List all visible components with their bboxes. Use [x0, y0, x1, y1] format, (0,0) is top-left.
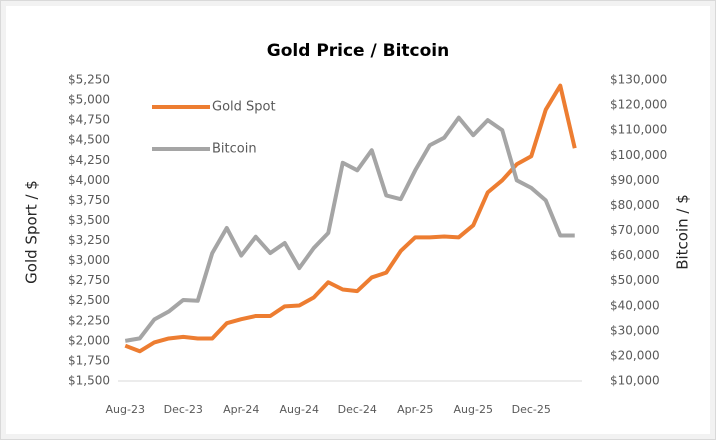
x-tick-label: Dec-24 — [338, 403, 377, 416]
x-tick-label: Dec-23 — [164, 403, 203, 416]
legend-label: Bitcoin — [212, 142, 257, 157]
y2-tick-label: $20,000 — [610, 348, 660, 362]
y-axis-title: Gold Sport / $ — [23, 180, 41, 284]
x-tick-label: Apr-25 — [397, 403, 433, 416]
y-tick-label: $2,500 — [68, 293, 110, 307]
y2-axis-title: Bitcoin / $ — [674, 194, 692, 270]
series-line — [124, 83, 577, 354]
y-tick-label: $3,750 — [68, 193, 110, 207]
x-tick-label: Apr-24 — [223, 403, 259, 416]
x-tick-label: Dec-25 — [512, 403, 551, 416]
y-tick-label: $4,750 — [68, 113, 110, 127]
y-tick-label: $3,000 — [68, 253, 110, 267]
y-tick-label: $2,750 — [68, 273, 110, 287]
y2-tick-label: $70,000 — [610, 223, 660, 237]
y2-tick-label: $90,000 — [610, 173, 660, 187]
y2-tick-label: $10,000 — [610, 374, 660, 388]
series-line — [124, 115, 575, 343]
y2-tick-label: $60,000 — [610, 248, 660, 262]
y2-tick-label: $110,000 — [610, 123, 667, 137]
y-tick-label: $1,750 — [68, 353, 110, 367]
y-tick-label: $4,500 — [68, 133, 110, 147]
x-tick-label: Aug-24 — [280, 403, 319, 416]
plot-background — [6, 6, 710, 434]
y-tick-label: $5,000 — [68, 93, 110, 107]
y2-tick-label: $100,000 — [610, 148, 667, 162]
y2-tick-label: $40,000 — [610, 298, 660, 312]
y-tick-label: $3,500 — [68, 213, 110, 227]
y2-tick-label: $80,000 — [610, 198, 660, 212]
y-tick-label: $1,500 — [68, 374, 110, 388]
x-tick-label: Aug-25 — [454, 403, 493, 416]
y-tick-label: $2,000 — [68, 333, 110, 347]
y-tick-label: $2,250 — [68, 313, 110, 327]
y-tick-label: $4,000 — [68, 173, 110, 187]
chart-title: Gold Price / Bitcoin — [267, 41, 449, 61]
x-tick-label: Aug-23 — [106, 403, 145, 416]
legend-label: Gold Spot — [212, 100, 276, 115]
y2-tick-label: $30,000 — [610, 323, 660, 337]
y2-tick-label: $130,000 — [610, 73, 667, 87]
y-tick-label: $3,250 — [68, 233, 110, 247]
y-tick-label: $5,250 — [68, 73, 110, 87]
y2-tick-label: $50,000 — [610, 273, 660, 287]
y2-tick-label: $120,000 — [610, 98, 667, 112]
y-tick-label: $4,250 — [68, 153, 110, 167]
